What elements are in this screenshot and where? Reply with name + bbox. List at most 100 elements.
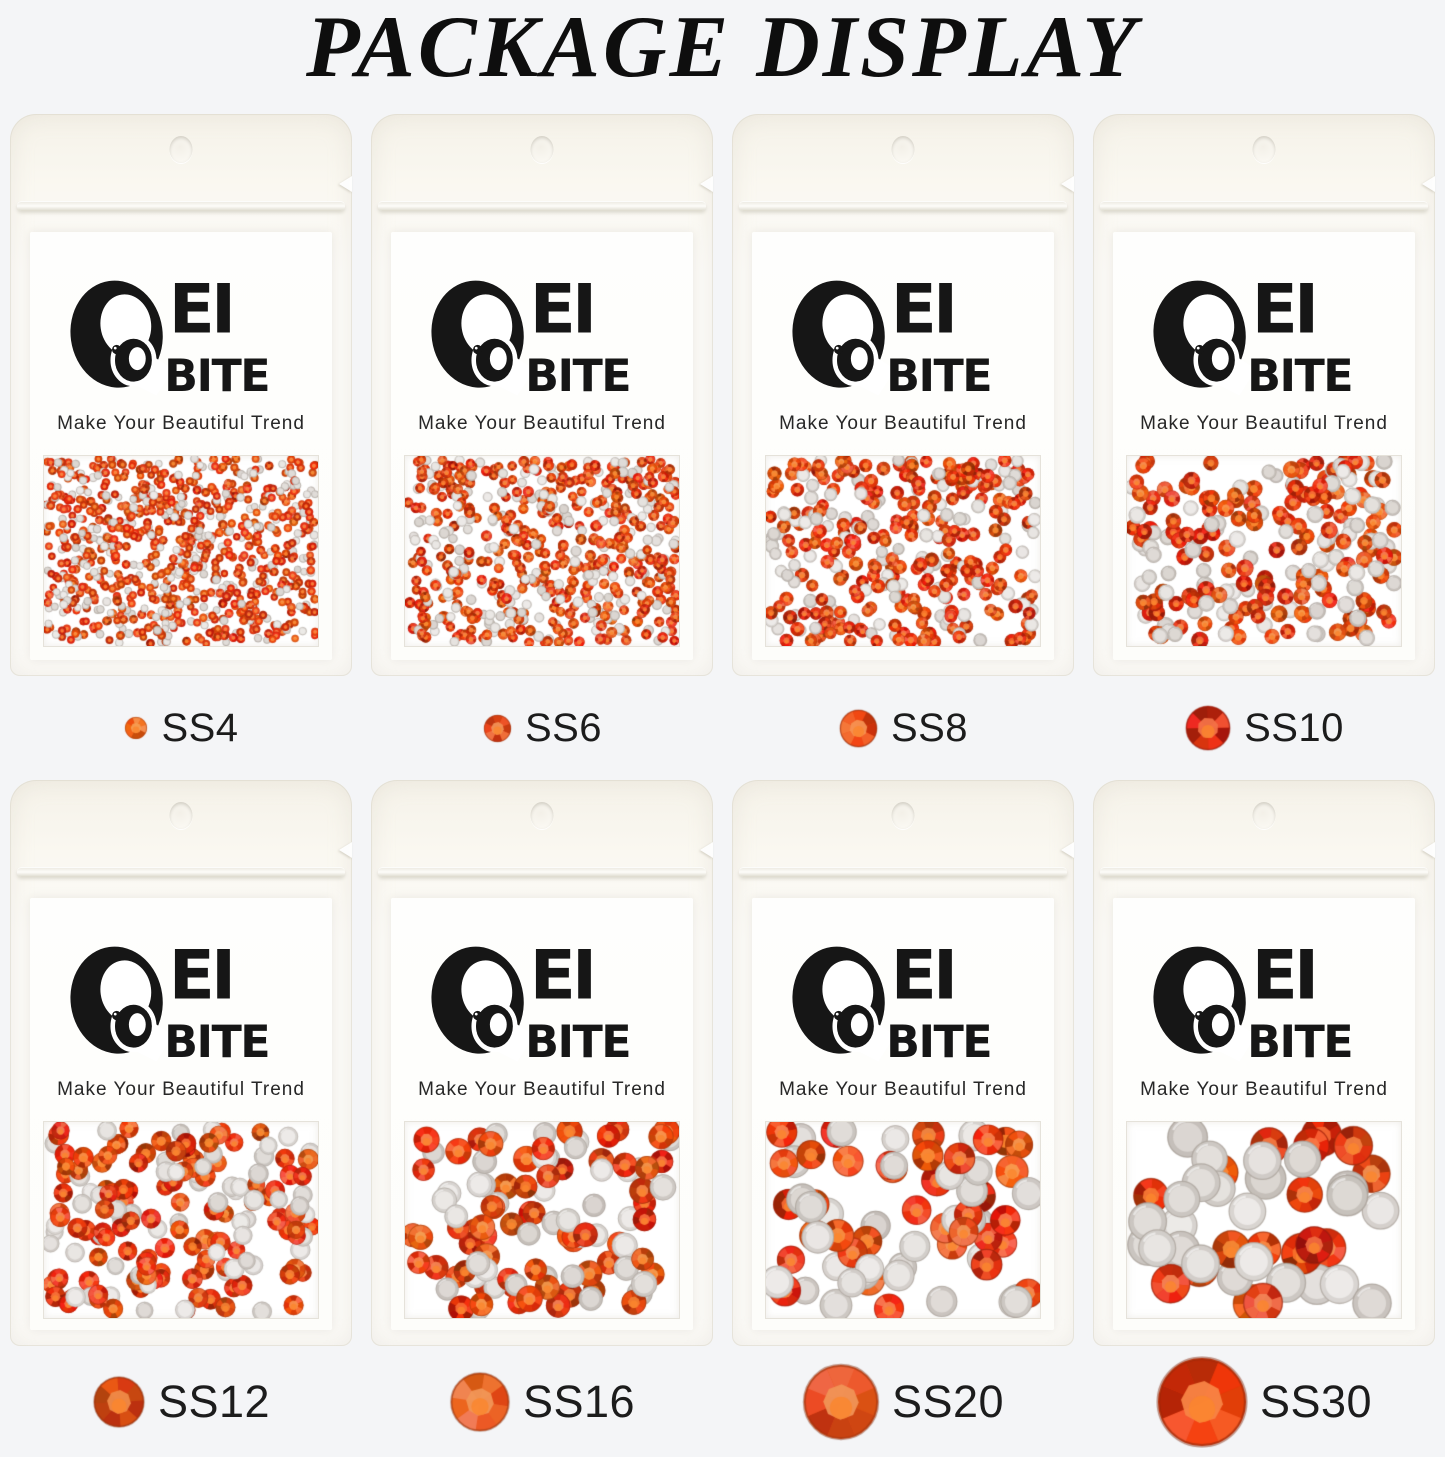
tear-notch xyxy=(339,842,352,858)
brand-tagline: Make Your Beautiful Trend xyxy=(57,1079,305,1100)
rhinestone-bag: EI BITE Make Your Beautiful Trend xyxy=(732,780,1074,1346)
rhinestone-icon xyxy=(123,715,150,741)
zip-seal xyxy=(378,868,706,877)
rhinestones-window xyxy=(765,1121,1041,1319)
tear-notch xyxy=(1061,842,1074,858)
rhinestone-bag: EI BITE Make Your Beautiful Trend xyxy=(1093,114,1435,676)
zip-seal xyxy=(17,202,345,211)
package-item: EI BITE Make Your Beautiful Trend SS30 xyxy=(1093,780,1435,1457)
rhinestones-photo xyxy=(44,456,318,646)
logo-swirl-icon xyxy=(70,946,174,1062)
rhinestone-bag: EI BITE Make Your Beautiful Trend xyxy=(371,780,713,1346)
brand-name-top: EI xyxy=(169,940,233,1015)
tear-notch xyxy=(339,176,352,192)
rhinestones-window xyxy=(1126,1121,1402,1319)
brand-tagline: Make Your Beautiful Trend xyxy=(418,413,666,434)
logo-swirl-icon xyxy=(1153,946,1257,1062)
rhinestones-window xyxy=(404,1121,680,1319)
tear-notch xyxy=(1422,176,1435,192)
zip-seal xyxy=(378,202,706,211)
brand-logo: EI BITE xyxy=(1153,274,1354,402)
inner-card: EI BITE Make Your Beautiful Trend xyxy=(752,232,1054,660)
rhinestones-window xyxy=(43,1121,319,1319)
hang-hole xyxy=(530,802,554,829)
zip-seal xyxy=(1100,868,1428,877)
brand-name-bottom: BITE xyxy=(164,351,269,402)
inner-card: EI BITE Make Your Beautiful Trend xyxy=(1113,232,1415,660)
hang-hole xyxy=(1252,802,1276,829)
tear-notch xyxy=(700,842,713,858)
hang-hole xyxy=(169,802,193,829)
brand-tagline: Make Your Beautiful Trend xyxy=(1140,1079,1388,1100)
hang-hole xyxy=(169,136,193,163)
brand-logo: EI BITE xyxy=(1153,940,1354,1068)
size-label-row: SS30 xyxy=(1093,1346,1435,1457)
rhinestone-icon xyxy=(801,1362,880,1441)
brand-name-bottom: BITE xyxy=(886,1017,991,1068)
zip-seal xyxy=(739,868,1067,877)
brand-tagline: Make Your Beautiful Trend xyxy=(418,1079,666,1100)
inner-card: EI BITE Make Your Beautiful Trend xyxy=(30,898,332,1330)
rhinestones-window xyxy=(1126,455,1402,647)
rhinestone-bag: EI BITE Make Your Beautiful Trend xyxy=(1093,780,1435,1346)
brand-name-top: EI xyxy=(1252,274,1316,349)
hang-hole xyxy=(891,802,915,829)
brand-name-bottom: BITE xyxy=(1247,351,1352,402)
logo-swirl-icon xyxy=(431,946,535,1062)
package-item: EI BITE Make Your Beautiful Trend SS8 xyxy=(732,114,1074,780)
rhinestone-bag: EI BITE Make Your Beautiful Trend xyxy=(371,114,713,676)
hang-hole xyxy=(1252,136,1276,163)
zip-seal xyxy=(739,202,1067,211)
size-label: SS6 xyxy=(524,705,603,750)
rhinestones-photo xyxy=(1127,456,1401,646)
brand-tagline: Make Your Beautiful Trend xyxy=(779,413,1027,434)
brand-name-bottom: BITE xyxy=(525,1017,630,1068)
brand-logo: EI BITE xyxy=(70,274,271,402)
brand-logo: EI BITE xyxy=(792,940,993,1068)
size-label: SS30 xyxy=(1259,1375,1373,1427)
brand-name-bottom: BITE xyxy=(886,351,991,402)
rhinestone-icon xyxy=(91,1374,146,1429)
tear-notch xyxy=(1422,842,1435,858)
rhinestone-bag: EI BITE Make Your Beautiful Trend xyxy=(10,114,352,676)
package-item: EI BITE Make Your Beautiful Trend SS12 xyxy=(10,780,352,1457)
logo-swirl-icon xyxy=(792,946,896,1062)
hang-hole xyxy=(530,136,554,163)
brand-tagline: Make Your Beautiful Trend xyxy=(1140,413,1388,434)
size-label: SS8 xyxy=(890,705,969,750)
size-label-row: SS8 xyxy=(732,676,1074,780)
brand-name-top: EI xyxy=(530,274,594,349)
rhinestones-photo xyxy=(44,1122,318,1318)
package-row-top: EI BITE Make Your Beautiful Trend SS4 xyxy=(0,114,1445,780)
logo-swirl-icon xyxy=(431,280,535,396)
inner-card: EI BITE Make Your Beautiful Trend xyxy=(391,232,693,660)
tear-notch xyxy=(1061,176,1074,192)
brand-name-bottom: BITE xyxy=(164,1017,269,1068)
rhinestones-window xyxy=(765,455,1041,647)
size-label: SS20 xyxy=(891,1375,1005,1427)
size-label: SS16 xyxy=(522,1375,636,1427)
brand-name-top: EI xyxy=(169,274,233,349)
package-item: EI BITE Make Your Beautiful Trend SS4 xyxy=(10,114,352,780)
rhinestone-icon xyxy=(1155,1355,1248,1448)
logo-swirl-icon xyxy=(1153,280,1257,396)
rhinestones-photo xyxy=(766,1122,1040,1318)
brand-tagline: Make Your Beautiful Trend xyxy=(57,413,305,434)
package-item: EI BITE Make Your Beautiful Trend SS16 xyxy=(371,780,713,1457)
brand-tagline: Make Your Beautiful Trend xyxy=(779,1079,1027,1100)
brand-logo: EI BITE xyxy=(792,274,993,402)
brand-logo: EI BITE xyxy=(70,940,271,1068)
rhinestones-window xyxy=(404,455,680,647)
size-label-row: SS10 xyxy=(1093,676,1435,780)
brand-name-bottom: BITE xyxy=(1247,1017,1352,1068)
brand-logo: EI BITE xyxy=(431,274,632,402)
size-label: SS12 xyxy=(157,1375,271,1427)
rhinestones-photo xyxy=(766,456,1040,646)
size-label-row: SS16 xyxy=(371,1346,713,1457)
inner-card: EI BITE Make Your Beautiful Trend xyxy=(1113,898,1415,1330)
rhinestone-bag: EI BITE Make Your Beautiful Trend xyxy=(10,780,352,1346)
brand-name-top: EI xyxy=(891,274,955,349)
zip-seal xyxy=(17,868,345,877)
size-label-row: SS6 xyxy=(371,676,713,780)
